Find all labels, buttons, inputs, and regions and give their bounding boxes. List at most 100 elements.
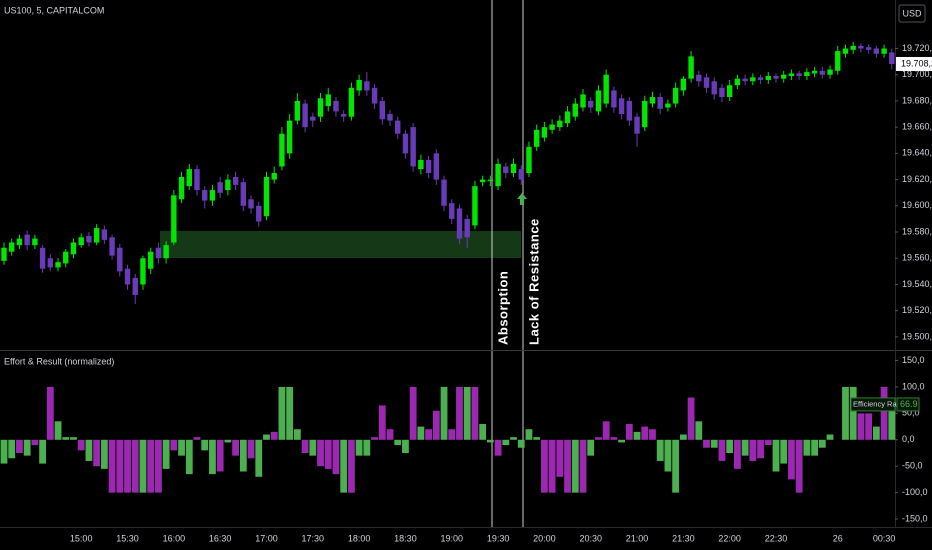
x-tick-label: 21:00 [626,533,649,543]
candle-body [302,103,308,128]
bar [710,439,718,448]
bar [348,439,355,493]
bar [471,386,479,440]
bar [463,386,471,440]
candle-body [9,242,15,252]
bar [842,386,849,440]
candle-body [410,127,416,167]
bar [193,437,201,440]
bar [718,439,726,461]
candle-body [441,179,447,206]
bar [31,439,39,446]
bar [703,439,710,448]
candle-body [557,120,563,128]
y-tick-label: 19.680,0 [902,95,932,105]
indicator-label-box [850,397,896,412]
x-tick-label: 19:00 [440,533,463,543]
candle-body [549,124,555,130]
candle-body [202,190,208,201]
bar [764,439,772,446]
candle-body [39,247,46,269]
bar [826,434,834,440]
candle-body [379,100,385,120]
bar [795,439,803,493]
bar [849,386,857,440]
candle-body [518,169,524,180]
candle-body [225,179,231,191]
bar [510,437,517,440]
bar [571,439,579,493]
y-tick-label: 19.620,0 [902,174,932,184]
bar [788,439,795,480]
x-tick-label: 00:30 [873,533,896,543]
bar [170,439,178,451]
bar [371,437,378,440]
candle-body [240,182,247,206]
candle-body [873,48,880,54]
bar [595,437,602,440]
indicator-value-box [896,397,920,412]
bar [209,439,216,475]
bar [417,426,425,440]
y-tick-label: 19.500,0 [902,331,932,341]
candle-body [155,247,162,259]
last-price-label: 19.708,2 [901,58,932,68]
bar [517,439,525,448]
last-price-box [896,56,932,71]
candle-body [418,159,424,170]
bar [409,386,417,440]
y-tick-label: -100,0 [902,487,928,497]
candle-body [147,251,154,269]
bar [857,413,865,440]
bar [39,439,46,464]
bar [695,421,703,440]
bar [656,439,664,461]
bar [587,439,595,456]
bar [687,397,695,440]
bar [46,386,54,440]
bar [679,434,687,440]
bar [618,439,625,443]
bar [649,429,656,440]
bar [479,423,487,440]
candle-body [865,47,872,50]
x-tick-label: 20:30 [579,533,602,543]
bar [641,426,649,440]
y-tick-label: 19.600,0 [902,200,932,210]
bar [263,434,270,440]
bar [232,439,239,456]
y-tick-label: 50,0 [902,408,920,418]
bar [124,439,131,493]
candle-body [479,179,486,183]
candle-body [781,74,787,79]
candle-body [16,238,23,246]
bar [456,386,463,440]
bar [293,429,301,440]
y-tick-label: 0,0 [902,434,915,444]
bar [378,405,386,440]
candle-body [109,237,115,256]
candle-body [425,159,432,174]
bar [54,421,62,440]
bar [425,429,432,440]
candle-body [858,45,864,49]
candle-body [456,208,463,239]
bar [77,439,85,451]
bar [247,439,255,459]
bar [664,439,672,472]
candle-body [719,87,725,98]
y-tick-label: -50,0 [902,461,923,471]
candle-body [788,73,795,77]
candle-body [819,70,826,75]
candle-body [626,100,633,121]
bar [672,439,680,493]
bar [16,439,23,454]
candle-body [101,229,108,240]
bar [502,439,510,446]
bar [625,423,633,440]
candle-body [194,169,200,191]
y-tick-label: 19.560,0 [902,253,932,263]
candle-body [804,72,810,77]
candle-body [217,182,223,193]
